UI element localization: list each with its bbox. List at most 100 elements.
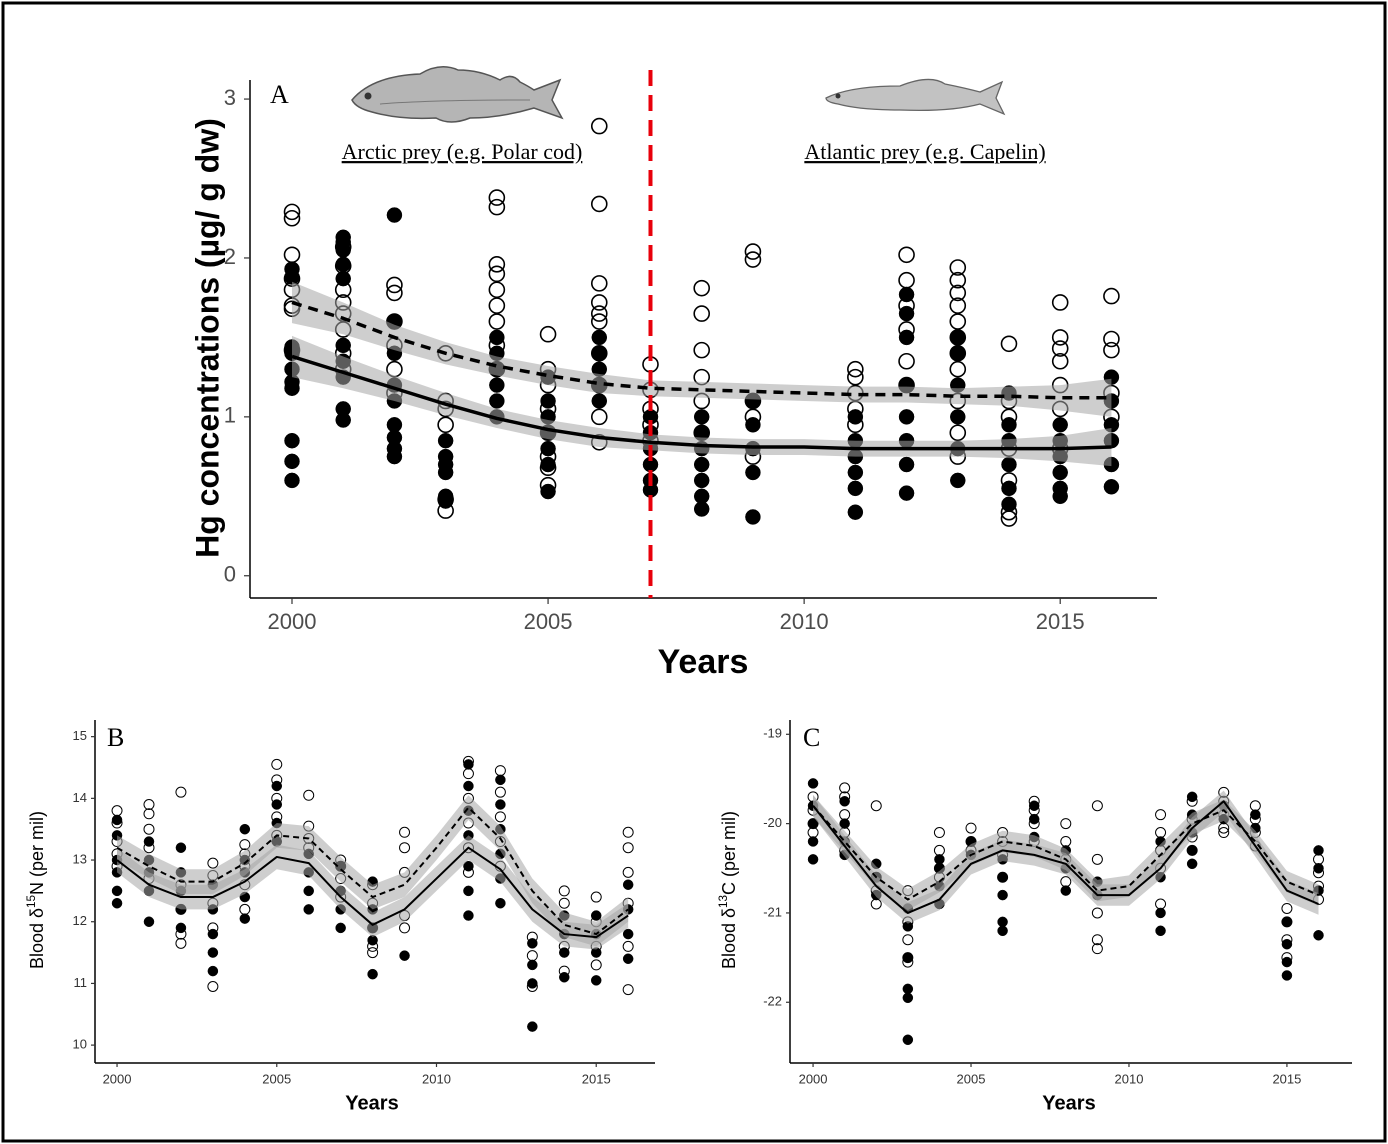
point: [539, 476, 557, 494]
point: [693, 501, 710, 517]
point: [1051, 340, 1069, 357]
point: [463, 780, 474, 792]
point: [463, 910, 474, 921]
point: [494, 765, 506, 777]
point: [284, 472, 300, 489]
point: [590, 275, 608, 292]
point: [1155, 907, 1166, 919]
point: [271, 792, 283, 804]
point: [1051, 329, 1069, 346]
point: [494, 811, 506, 823]
point: [949, 345, 967, 362]
point: [898, 456, 915, 473]
point: [1028, 800, 1040, 811]
point: [488, 297, 506, 314]
point: [143, 823, 155, 835]
point: [207, 965, 219, 977]
point: [367, 947, 379, 959]
point: [271, 774, 283, 786]
point: [111, 885, 123, 897]
point: [902, 952, 914, 964]
point: [847, 480, 864, 497]
x-tick-label: 2010: [422, 1071, 451, 1086]
y-tick-label: 2: [224, 244, 236, 269]
point: [949, 424, 967, 442]
y-tick-label: -22: [763, 994, 782, 1009]
point: [590, 975, 602, 986]
point: [437, 502, 454, 519]
point: [1000, 510, 1018, 527]
point: [1281, 902, 1293, 914]
point: [488, 189, 506, 206]
point: [839, 782, 851, 794]
point: [175, 842, 187, 853]
point: [399, 922, 411, 934]
point: [539, 448, 557, 465]
x-tick-label: 2015: [1272, 1071, 1301, 1086]
point: [847, 368, 864, 386]
point: [558, 897, 570, 909]
y-tick-label: -20: [763, 815, 782, 830]
point: [1051, 294, 1069, 311]
point: [1155, 925, 1166, 937]
point: [997, 916, 1008, 928]
point: [1281, 952, 1293, 964]
point: [590, 891, 602, 903]
point: [334, 238, 352, 256]
point: [965, 822, 977, 834]
point: [463, 860, 474, 872]
point: [807, 827, 819, 839]
point: [143, 916, 155, 927]
point: [1281, 938, 1293, 950]
point: [1281, 916, 1293, 928]
point: [437, 432, 454, 449]
point: [807, 818, 819, 830]
point: [902, 992, 914, 1004]
point: [839, 818, 850, 829]
point: [847, 360, 864, 378]
point: [949, 271, 967, 289]
point: [284, 432, 300, 449]
x-tick-label: 2000: [103, 1071, 132, 1086]
point: [539, 400, 557, 418]
point: [1186, 795, 1198, 807]
polar-cod-illustration: [351, 66, 564, 123]
point: [283, 246, 301, 264]
point: [997, 925, 1008, 937]
point: [950, 409, 966, 425]
point: [997, 871, 1009, 883]
point: [488, 337, 506, 354]
point: [207, 922, 219, 934]
panel: 2000 2005 2010 2015 -22 -21 -20 -19 Years Blood δ…: [717, 720, 1352, 1114]
y-tick-label: 13: [73, 851, 87, 866]
point: [622, 879, 634, 890]
point: [1155, 827, 1167, 839]
point: [744, 243, 762, 260]
point: [1091, 800, 1103, 812]
point: [1186, 858, 1198, 870]
point: [527, 959, 538, 971]
point: [494, 786, 506, 798]
point: [622, 866, 634, 878]
point: [526, 931, 538, 943]
point: [488, 313, 506, 330]
point: [950, 472, 966, 489]
y-tick-label: 12: [73, 913, 87, 928]
point: [559, 947, 570, 958]
point: [207, 928, 219, 940]
point: [463, 759, 474, 770]
point: [239, 913, 251, 924]
confidence-band: [813, 790, 1319, 924]
point: [463, 885, 474, 897]
point: [1000, 472, 1018, 489]
point: [693, 279, 711, 297]
point: [847, 416, 864, 434]
point: [622, 953, 634, 964]
annotation: Atlantic prey (e.g. Capelin): [804, 139, 1045, 164]
point: [949, 259, 967, 276]
panel-label: A: [270, 80, 289, 109]
point: [807, 854, 819, 865]
point: [1060, 818, 1072, 830]
point: [399, 826, 411, 838]
point: [1060, 876, 1072, 888]
